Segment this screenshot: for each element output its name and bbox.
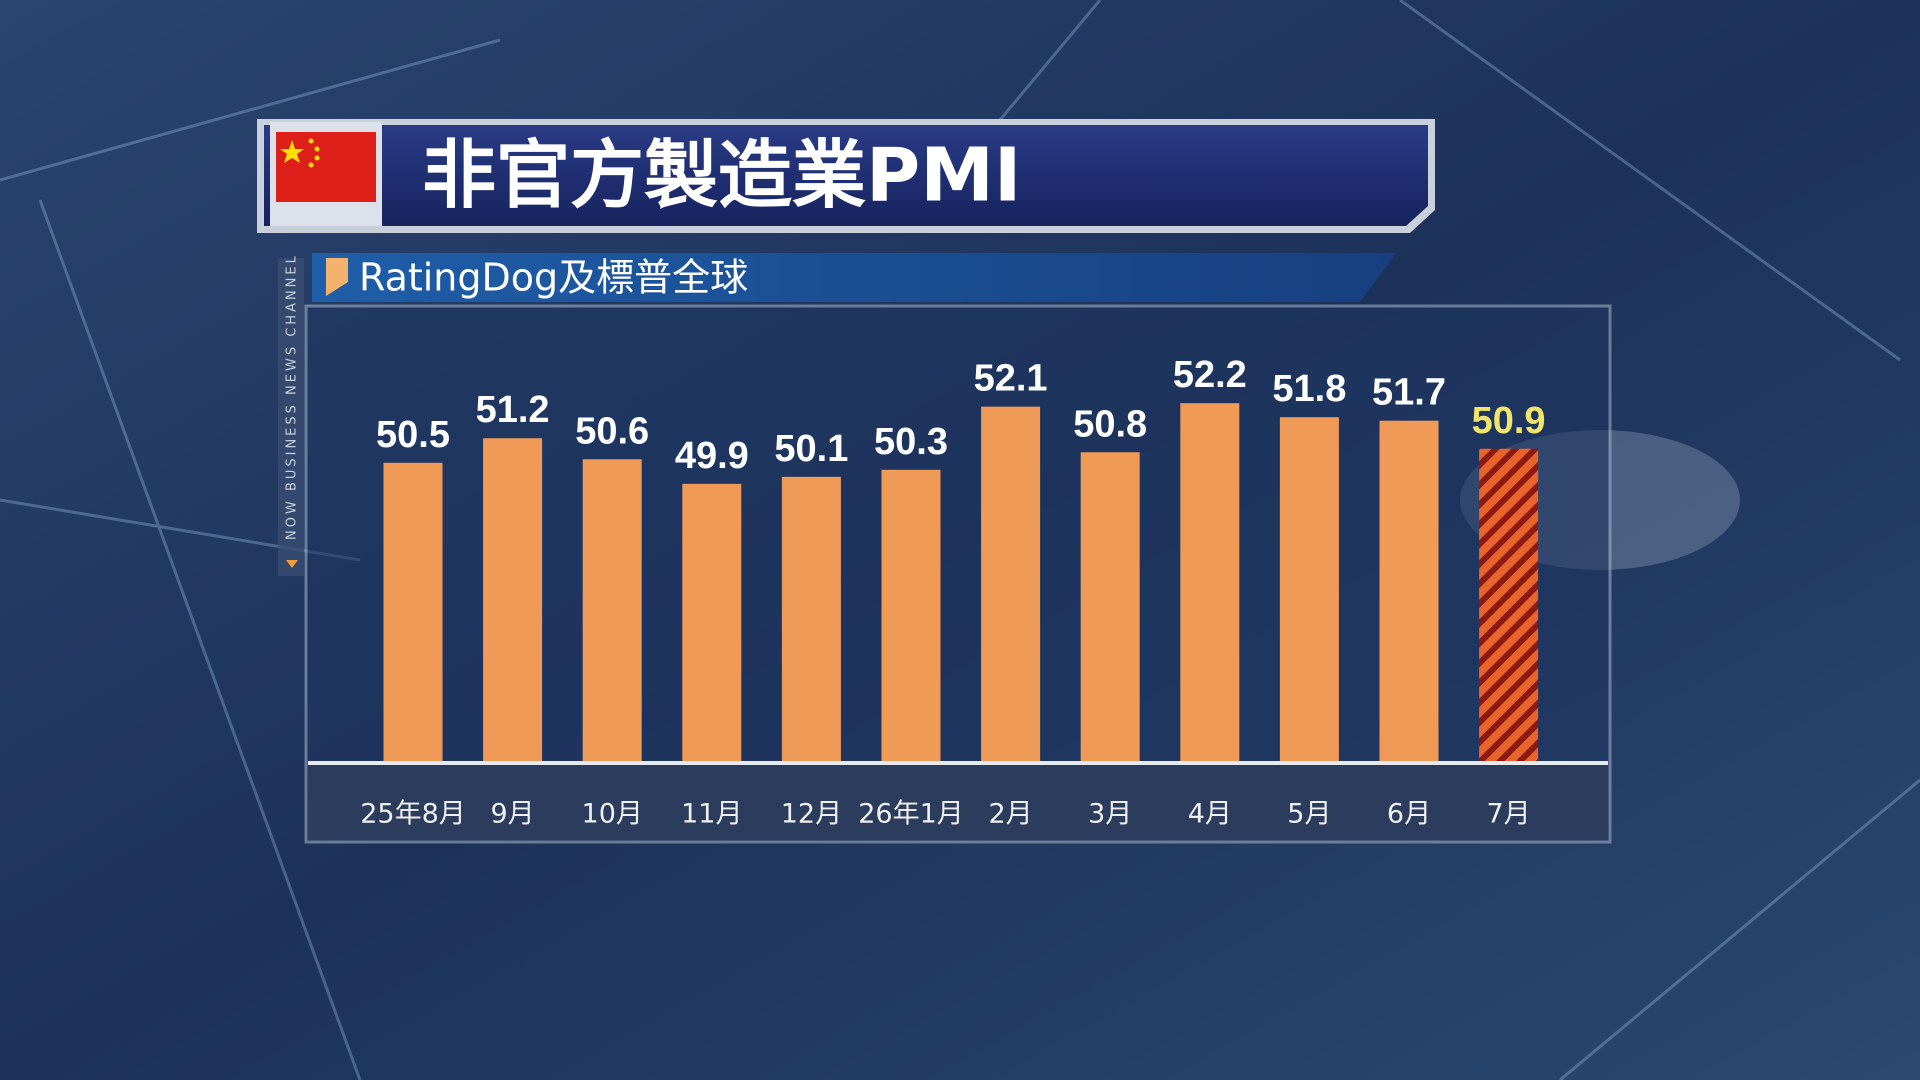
bar bbox=[981, 406, 1041, 761]
value-label: 51.8 bbox=[1272, 368, 1346, 410]
channel-strip bbox=[278, 258, 304, 576]
value-label: 50.3 bbox=[874, 421, 948, 463]
bar bbox=[881, 469, 941, 761]
value-label: 51.2 bbox=[476, 389, 550, 431]
bar bbox=[1279, 417, 1339, 761]
subtitle-marker bbox=[326, 258, 348, 296]
x-tick-label: 3月 bbox=[1088, 799, 1132, 830]
x-tick-label: 5月 bbox=[1287, 799, 1331, 830]
x-tick-label: 11月 bbox=[681, 799, 742, 830]
bar bbox=[582, 459, 642, 761]
channel-label: NOW BUSINESS NEWS CHANNEL bbox=[285, 253, 300, 540]
bar bbox=[483, 438, 543, 761]
bar bbox=[383, 462, 443, 761]
value-label: 50.8 bbox=[1073, 403, 1147, 445]
bar bbox=[1180, 403, 1240, 761]
banner bbox=[264, 125, 1428, 226]
x-tick-label: 10月 bbox=[582, 799, 643, 830]
bar bbox=[1080, 452, 1140, 761]
subtitle: RatingDog及標普全球 bbox=[359, 256, 748, 300]
bar bbox=[682, 483, 742, 761]
bar bbox=[1479, 448, 1539, 761]
x-tick-label: 4月 bbox=[1188, 799, 1232, 830]
value-label: 49.9 bbox=[675, 435, 749, 477]
x-tick-label: 7月 bbox=[1487, 799, 1531, 830]
x-tick-label: 12月 bbox=[781, 799, 842, 830]
bar bbox=[1379, 420, 1439, 761]
x-tick-label: 25年8月 bbox=[360, 799, 466, 830]
bar bbox=[781, 476, 841, 761]
x-tick-label: 9月 bbox=[491, 799, 535, 830]
value-label: 50.6 bbox=[575, 410, 649, 452]
flag bbox=[276, 132, 376, 202]
value-label: 52.2 bbox=[1173, 354, 1247, 396]
value-label: 50.1 bbox=[774, 428, 848, 470]
chart-title: 非官方製造業PMI bbox=[422, 133, 1021, 219]
channel-marker bbox=[286, 560, 298, 568]
value-label: 51.7 bbox=[1372, 372, 1446, 414]
value-label: 50.5 bbox=[376, 414, 450, 456]
value-label: 52.1 bbox=[974, 358, 1048, 400]
flag-stars bbox=[280, 138, 320, 168]
subtitle-bar bbox=[312, 253, 1396, 302]
x-tick-label: 26年1月 bbox=[858, 799, 964, 830]
x-tick-label: 2月 bbox=[989, 799, 1033, 830]
value-label: 50.9 bbox=[1472, 400, 1546, 442]
category-row bbox=[308, 764, 1608, 840]
x-tick-label: 6月 bbox=[1387, 799, 1431, 830]
